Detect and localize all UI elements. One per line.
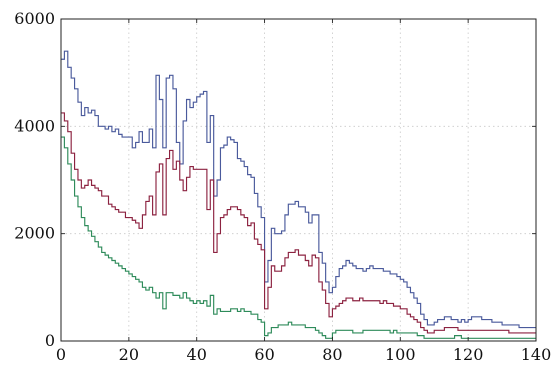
x-tick-label: 120	[453, 345, 484, 364]
ticks	[60, 18, 537, 342]
y-tick-label: 2000	[14, 224, 55, 243]
x-tick-label: 0	[56, 345, 66, 364]
series-line-3	[61, 136, 536, 339]
series-line-1	[61, 50, 536, 329]
series-layer	[61, 50, 536, 339]
x-tick-label: 60	[254, 345, 274, 364]
plot-frame	[60, 18, 537, 342]
x-tick-label: 140	[521, 345, 552, 364]
series-line-2	[61, 112, 536, 334]
x-tick-label: 100	[385, 345, 416, 364]
y-tick-label: 0	[45, 331, 55, 350]
y-tick-label: 4000	[14, 116, 55, 135]
y-tick-labels: 0 2000 4000 6000	[14, 9, 55, 350]
x-tick-label: 20	[119, 345, 139, 364]
x-tick-label: 40	[187, 345, 207, 364]
x-tick-label: 80	[322, 345, 342, 364]
grid	[61, 19, 536, 341]
y-tick-label: 6000	[14, 9, 55, 28]
x-tick-labels: 0 20 40 60 80 100 120 140	[56, 345, 551, 364]
